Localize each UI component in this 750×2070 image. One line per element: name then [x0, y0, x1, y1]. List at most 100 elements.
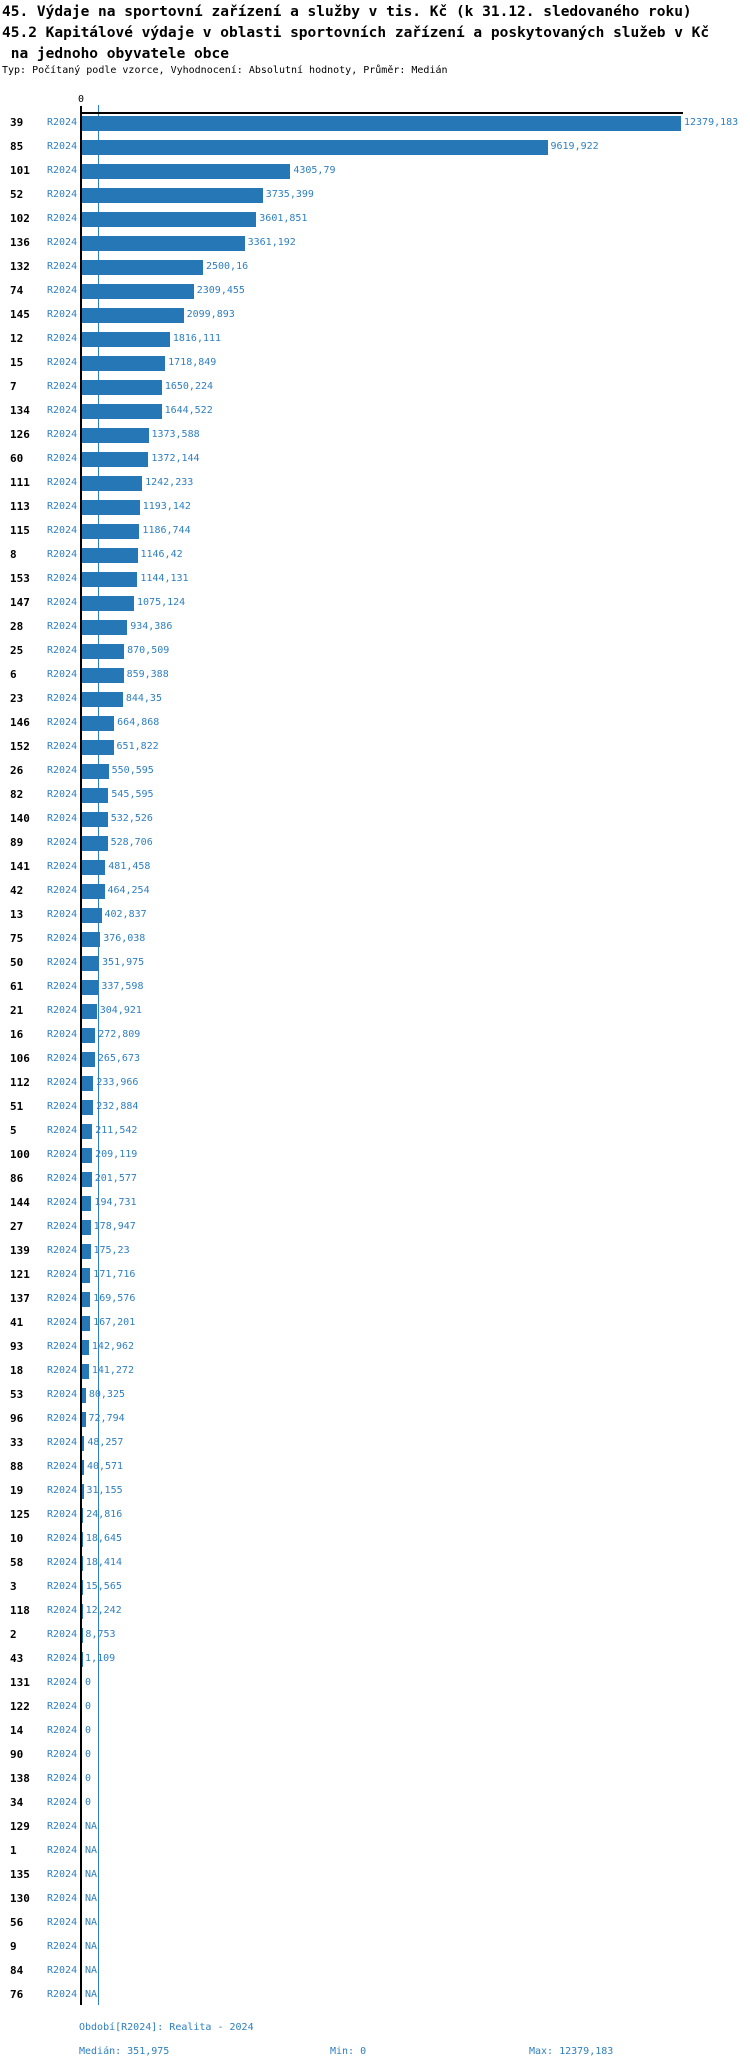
bar-row: 146 R2024 664,868 — [0, 711, 750, 735]
footer-period: Období[R2024]: Realita - 2024 — [79, 2022, 254, 2033]
bar-value-label: 3601,851 — [259, 213, 308, 224]
row-period-label: R2024 — [47, 597, 78, 608]
row-period-label: R2024 — [47, 1509, 78, 1520]
row-id-label: 56 — [10, 1916, 24, 1929]
bar — [82, 1579, 83, 1595]
row-period-label: R2024 — [47, 1581, 78, 1592]
bar — [82, 307, 184, 323]
chart-type-info: Typ: Počítaný podle vzorce, Vyhodnocení:… — [2, 65, 448, 76]
row-id-label: 146 — [10, 716, 30, 729]
bar — [82, 931, 101, 947]
bar-row: 27 R2024 178,947 — [0, 1215, 750, 1239]
bar-value-label: 859,388 — [126, 669, 169, 680]
row-period-label: R2024 — [47, 1725, 78, 1736]
row-id-label: 111 — [10, 476, 30, 489]
row-id-label: 27 — [10, 1220, 24, 1233]
bar — [82, 1555, 83, 1571]
row-period-label: R2024 — [47, 717, 78, 728]
row-id-label: 75 — [10, 932, 24, 945]
bar-row: 56 R2024 NA — [0, 1911, 750, 1935]
bar-value-label: 272,809 — [98, 1029, 141, 1040]
bar-value-label: 337,598 — [101, 981, 144, 992]
bar-row: 51 R2024 232,884 — [0, 1095, 750, 1119]
bar-row: 34 R2024 0 — [0, 1791, 750, 1815]
bar-value-label: 1186,744 — [142, 525, 191, 536]
bar-row: 18 R2024 141,272 — [0, 1359, 750, 1383]
bar-row: 52 R2024 3735,399 — [0, 183, 750, 207]
row-id-label: 12 — [10, 332, 24, 345]
bar-row: 53 R2024 80,325 — [0, 1383, 750, 1407]
bar-row: 25 R2024 870,509 — [0, 639, 750, 663]
bar-value-label: 171,716 — [93, 1269, 136, 1280]
row-period-label: R2024 — [47, 1293, 78, 1304]
bar — [82, 1531, 83, 1547]
row-id-label: 3 — [10, 1580, 17, 1593]
row-period-label: R2024 — [47, 1557, 78, 1568]
row-period-label: R2024 — [47, 117, 78, 128]
bar-value-label: 934,386 — [130, 621, 173, 632]
bar-row: 10 R2024 18,645 — [0, 1527, 750, 1551]
row-id-label: 7 — [10, 380, 17, 393]
bar — [82, 1075, 94, 1091]
row-period-label: R2024 — [47, 1749, 78, 1760]
row-id-label: 100 — [10, 1148, 30, 1161]
bar-value-label: 169,576 — [93, 1293, 136, 1304]
row-period-label: R2024 — [47, 1461, 78, 1472]
bar — [82, 235, 245, 251]
row-id-label: 106 — [10, 1052, 30, 1065]
row-period-label: R2024 — [47, 1365, 78, 1376]
row-id-label: 122 — [10, 1700, 30, 1713]
bar — [82, 1171, 92, 1187]
bar-value-label: 31,155 — [86, 1485, 123, 1496]
row-id-label: 132 — [10, 260, 30, 273]
row-id-label: 131 — [10, 1676, 30, 1689]
bar — [82, 1411, 86, 1427]
row-id-label: 60 — [10, 452, 24, 465]
bar — [82, 1483, 84, 1499]
bar-value-label: 0 — [85, 1797, 92, 1808]
row-period-label: R2024 — [47, 1821, 78, 1832]
bar-value-label: NA — [85, 1989, 98, 2000]
row-id-label: 139 — [10, 1244, 30, 1257]
bar — [82, 787, 109, 803]
row-period-label: R2024 — [47, 813, 78, 824]
bar-row: 61 R2024 337,598 — [0, 975, 750, 999]
bar — [82, 283, 194, 299]
bar — [82, 1435, 85, 1451]
row-id-label: 34 — [10, 1796, 24, 1809]
bar — [82, 595, 134, 611]
bar-value-label: 1,109 — [85, 1653, 116, 1664]
bar-value-label: 2309,455 — [196, 285, 245, 296]
row-period-label: R2024 — [47, 1053, 78, 1064]
bar-row: 13 R2024 402,837 — [0, 903, 750, 927]
bar — [82, 643, 125, 659]
row-period-label: R2024 — [47, 525, 78, 536]
bar-row: 115 R2024 1186,744 — [0, 519, 750, 543]
bar-row: 139 R2024 175,23 — [0, 1239, 750, 1263]
bar-value-label: 80,325 — [88, 1389, 125, 1400]
row-id-label: 137 — [10, 1292, 30, 1305]
row-period-label: R2024 — [47, 1125, 78, 1136]
row-period-label: R2024 — [47, 357, 78, 368]
row-id-label: 84 — [10, 1964, 24, 1977]
bar-row: 6 R2024 859,388 — [0, 663, 750, 687]
bar-value-label: NA — [85, 1821, 98, 1832]
bar-value-label: 12,242 — [85, 1605, 122, 1616]
bar-value-label: 141,272 — [91, 1365, 134, 1376]
bar-value-label: 0 — [85, 1773, 92, 1784]
bar — [82, 1243, 91, 1259]
bar-row: 101 R2024 4305,79 — [0, 159, 750, 183]
bar-value-label: 376,038 — [103, 933, 146, 944]
row-id-label: 52 — [10, 188, 24, 201]
bar-row: 100 R2024 209,119 — [0, 1143, 750, 1167]
bar-row: 3 R2024 15,565 — [0, 1575, 750, 1599]
bar-value-label: 142,962 — [91, 1341, 135, 1352]
bar-row: 140 R2024 532,526 — [0, 807, 750, 831]
bar-row: 132 R2024 2500,16 — [0, 255, 750, 279]
bar-value-label: 651,822 — [116, 741, 159, 752]
row-id-label: 153 — [10, 572, 30, 585]
bar-value-label: 194,731 — [94, 1197, 137, 1208]
row-period-label: R2024 — [47, 501, 78, 512]
bar — [82, 259, 203, 275]
bar-value-label: NA — [85, 1893, 98, 1904]
